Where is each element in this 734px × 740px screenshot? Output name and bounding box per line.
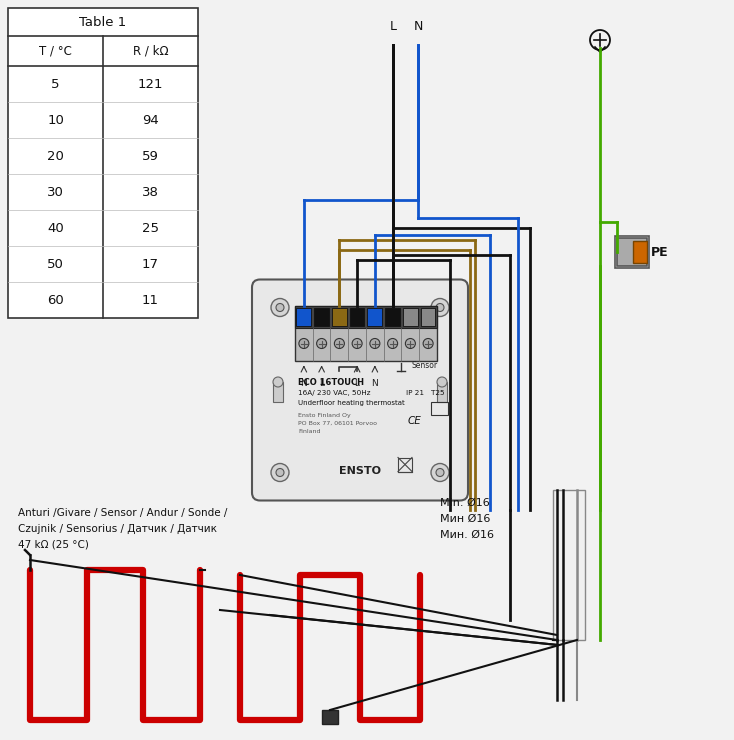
Text: 25: 25: [142, 221, 159, 235]
Text: 50: 50: [47, 258, 64, 271]
Bar: [332, 308, 346, 326]
Circle shape: [423, 338, 433, 349]
Circle shape: [370, 338, 380, 349]
Bar: [273, 382, 283, 402]
Bar: [553, 490, 585, 640]
Text: 20: 20: [47, 149, 64, 163]
Circle shape: [276, 468, 284, 477]
Text: 10: 10: [47, 113, 64, 127]
Bar: [615, 236, 649, 268]
Text: Mин Ø16: Mин Ø16: [440, 514, 490, 524]
Bar: [398, 457, 412, 471]
Text: L: L: [355, 378, 360, 388]
Text: ECO 16TOUCH: ECO 16TOUCH: [298, 377, 364, 386]
FancyBboxPatch shape: [252, 280, 468, 500]
Text: PO Box 77, 06101 Porvoo: PO Box 77, 06101 Porvoo: [298, 420, 377, 425]
Circle shape: [431, 298, 449, 317]
Text: N: N: [300, 378, 308, 388]
Text: Mин. Ø16: Mин. Ø16: [440, 530, 494, 540]
Circle shape: [316, 338, 327, 349]
Bar: [421, 308, 435, 326]
Bar: [297, 308, 311, 326]
Bar: [314, 308, 329, 326]
Text: Min. Ø16: Min. Ø16: [440, 498, 490, 508]
Text: 17: 17: [142, 258, 159, 271]
Bar: [437, 382, 447, 402]
Text: Anturi /Givare / Sensor / Andur / Sonde /
Czujnik / Sensorius / Датчик / Датчик
: Anturi /Givare / Sensor / Andur / Sonde …: [18, 508, 228, 549]
Text: L: L: [390, 20, 396, 33]
Text: Sensor: Sensor: [412, 360, 437, 369]
Text: Finland: Finland: [298, 428, 321, 434]
Circle shape: [436, 468, 444, 477]
Text: 30: 30: [47, 186, 64, 198]
Bar: [8, 8, 198, 318]
Text: Underfloor heating thermostat: Underfloor heating thermostat: [298, 400, 404, 406]
Text: 94: 94: [142, 113, 159, 127]
Text: 16A/ 230 VAC, 50Hz: 16A/ 230 VAC, 50Hz: [298, 389, 371, 395]
Bar: [295, 306, 437, 328]
Circle shape: [431, 463, 449, 482]
Text: T / °C: T / °C: [39, 44, 72, 58]
Circle shape: [436, 303, 444, 312]
Circle shape: [388, 338, 398, 349]
Circle shape: [437, 377, 447, 387]
Bar: [633, 241, 647, 263]
Text: Table 1: Table 1: [79, 16, 127, 29]
Text: R / kΩ: R / kΩ: [133, 44, 168, 58]
Text: 59: 59: [142, 149, 159, 163]
Circle shape: [276, 303, 284, 312]
Bar: [349, 308, 365, 326]
Text: 38: 38: [142, 186, 159, 198]
Bar: [368, 308, 382, 326]
Circle shape: [352, 338, 362, 349]
Text: ENSTO: ENSTO: [339, 465, 381, 476]
Text: N: N: [371, 378, 378, 388]
Bar: [322, 710, 338, 724]
Bar: [385, 308, 400, 326]
Text: CE: CE: [408, 415, 422, 425]
Text: PE: PE: [651, 246, 669, 258]
Bar: [295, 306, 437, 360]
Text: 11: 11: [142, 294, 159, 306]
Circle shape: [271, 298, 289, 317]
Text: 60: 60: [47, 294, 64, 306]
Text: Ensto Finland Oy: Ensto Finland Oy: [298, 412, 351, 417]
Text: T25: T25: [431, 389, 445, 395]
Circle shape: [335, 338, 344, 349]
Bar: [431, 402, 448, 414]
Circle shape: [405, 338, 415, 349]
Text: L: L: [319, 378, 324, 388]
Circle shape: [299, 338, 309, 349]
Text: 121: 121: [138, 78, 163, 90]
Bar: [617, 238, 647, 266]
Text: IP 21: IP 21: [406, 389, 424, 395]
Text: 5: 5: [51, 78, 59, 90]
Circle shape: [271, 463, 289, 482]
Text: 40: 40: [47, 221, 64, 235]
Circle shape: [273, 377, 283, 387]
Text: N: N: [413, 20, 423, 33]
Bar: [403, 308, 418, 326]
